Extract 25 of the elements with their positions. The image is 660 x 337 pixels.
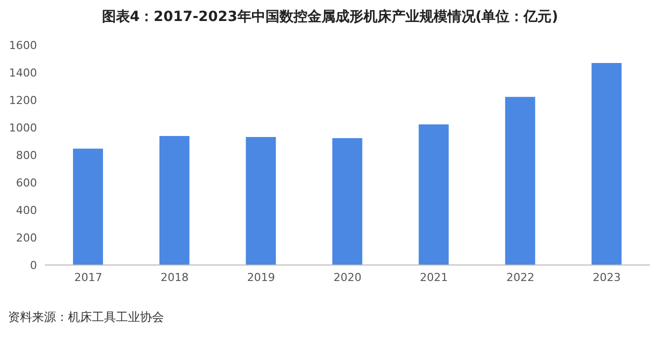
x-tick-label: 2019 <box>247 270 276 284</box>
y-tick-label: 0 <box>30 258 37 272</box>
chart-title: 图表4：2017-2023年中国数控金属成形机床产业规模情况(单位：亿元) <box>100 8 560 26</box>
y-tick-label: 800 <box>16 148 37 162</box>
bar <box>73 148 103 265</box>
y-tick-label: 600 <box>16 176 37 190</box>
bar <box>159 136 190 265</box>
x-tick-label: 2023 <box>592 270 621 284</box>
y-tick-label: 1400 <box>9 66 37 80</box>
x-tick-label: 2021 <box>420 270 448 284</box>
bar <box>592 63 622 265</box>
y-tick-label: 400 <box>16 204 37 217</box>
x-tick-label: 2018 <box>160 270 189 284</box>
bar <box>418 124 449 265</box>
x-tick-label: 2020 <box>334 270 362 284</box>
bar <box>332 138 362 265</box>
x-tick-label: 2017 <box>74 270 102 284</box>
y-tick-label: 1000 <box>9 121 37 134</box>
y-tick-label: 1200 <box>9 94 37 107</box>
y-tick-label: 200 <box>16 231 37 244</box>
x-tick-label: 2022 <box>506 270 534 284</box>
bar <box>246 136 276 265</box>
bar <box>505 96 536 265</box>
y-tick-label: 1600 <box>9 38 37 52</box>
text: 资料来源：机床工具工业协会 <box>8 309 164 326</box>
